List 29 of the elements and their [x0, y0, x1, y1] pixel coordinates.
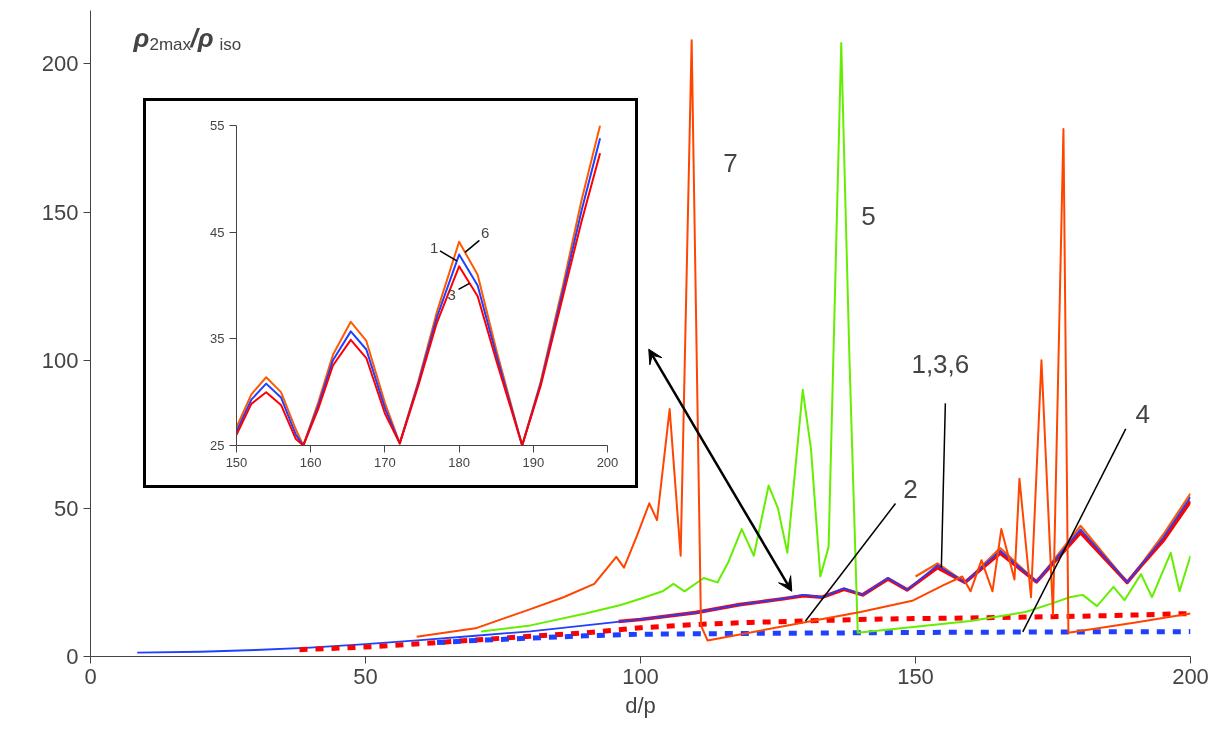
x-tick-label: 100 — [622, 663, 659, 689]
x-tick-label: 200 — [1172, 663, 1209, 689]
annotation: 1 — [429, 238, 439, 256]
y-tick-label: 25 — [210, 438, 225, 453]
annotation: 2 — [903, 473, 918, 504]
x-tick-label: 0 — [84, 663, 97, 689]
x-tick-label: 180 — [448, 454, 470, 470]
y-tick-label: 45 — [210, 224, 225, 240]
y-tick-label: 150 — [41, 199, 79, 225]
annotation: 5 — [861, 200, 876, 231]
annotation: 7 — [723, 147, 738, 178]
x-tick-label: 150 — [225, 454, 248, 470]
y-tick-label: 200 — [41, 51, 79, 77]
x-tick-label: 50 — [353, 663, 378, 689]
x-tick-label: 150 — [897, 663, 934, 689]
y-tick-label: 35 — [210, 331, 225, 347]
annotation: 1,3,6 — [911, 348, 970, 379]
y-tick-label: 50 — [54, 495, 79, 521]
x-tick-label: 190 — [522, 454, 545, 470]
x-tick-label: 200 — [596, 454, 619, 470]
y-tick-label: 100 — [41, 347, 79, 373]
y-tick-label: 0 — [66, 644, 79, 669]
y-tick-label: 55 — [210, 118, 225, 133]
x-tick-label: 160 — [299, 454, 322, 470]
annotation: 3 — [447, 286, 456, 304]
annotation: 6 — [481, 224, 490, 242]
annotation: 4 — [1135, 398, 1150, 429]
x-tick-label: 170 — [374, 454, 396, 470]
x-axis-title: d/p — [625, 692, 656, 718]
